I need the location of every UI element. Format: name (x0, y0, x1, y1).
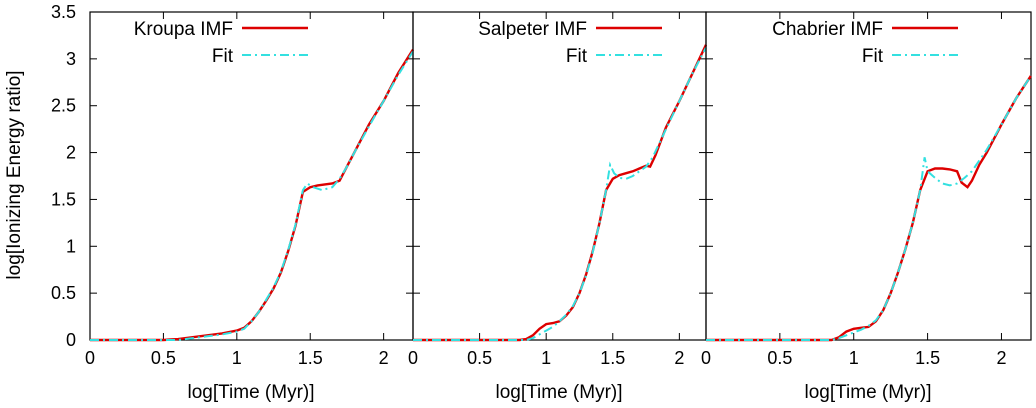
y-tick-label: 2 (66, 143, 76, 163)
x-tick-label: 1.5 (298, 348, 323, 368)
legend-label: Fit (566, 46, 588, 67)
tick-marks (412, 11, 706, 341)
x-tick-label: 1 (232, 348, 242, 368)
panel-salpeter: 0 0.5 1 1.5 2 log[Time (Myr)] Salpeter I… (408, 11, 708, 403)
legend-label: Salpeter IMF (478, 19, 587, 40)
x-tick-labels: 0 0.5 1 1.5 2 (701, 348, 1006, 368)
y-tick-label: 3 (66, 49, 76, 69)
chabrier-fit-line (706, 75, 1032, 341)
legend: Kroupa IMF Fit (134, 19, 308, 67)
salpeter-imf-line (413, 44, 708, 342)
x-tick-label: 2 (674, 348, 684, 368)
panel-chabrier: 0 0.5 1 1.5 2 log[Time (Myr)] Chabrier I… (701, 11, 1033, 403)
x-tick-label: 1 (541, 348, 551, 368)
x-tick-label: 0 (408, 348, 418, 368)
legend-label: Chabrier IMF (772, 19, 883, 40)
x-tick-label: 0.5 (767, 348, 792, 368)
x-tick-label: 1.5 (600, 348, 625, 368)
plot-frame (412, 11, 707, 341)
x-tick-label: 0.5 (151, 348, 176, 368)
y-axis-label: log[Ionizing Energy ratio] (4, 70, 25, 279)
x-tick-label: 2 (379, 348, 389, 368)
x-tick-label: 2 (996, 348, 1006, 368)
x-axis-label: log[Time (Myr)] (495, 382, 622, 403)
legend-label: Fit (862, 46, 884, 67)
legend-label: Fit (212, 46, 234, 67)
x-tick-label: 0.5 (467, 348, 492, 368)
x-axis-label: log[Time (Myr)] (804, 382, 931, 403)
y-tick-label: 2.5 (51, 96, 76, 116)
plot-frame (89, 11, 414, 341)
panel-kroupa: 0 0.5 1 1.5 2 2.5 3 3.5 0 0.5 1 1.5 2 lo… (51, 2, 415, 403)
tick-marks (89, 11, 413, 341)
x-tick-label: 0 (701, 348, 711, 368)
x-tick-label: 1.5 (915, 348, 940, 368)
x-tick-label: 1 (849, 348, 859, 368)
x-axis-label: log[Time (Myr)] (187, 382, 314, 403)
y-tick-label: 1 (66, 236, 76, 256)
x-tick-labels: 0 0.5 1 1.5 2 (85, 348, 389, 368)
legend: Salpeter IMF Fit (478, 19, 662, 67)
salpeter-fit-line (413, 47, 707, 341)
y-tick-label: 0.5 (51, 283, 76, 303)
chabrier-imf-line (706, 75, 1033, 342)
y-tick-label: 0 (66, 330, 76, 350)
y-tick-labels: 0 0.5 1 1.5 2 2.5 3 3.5 (51, 2, 76, 350)
x-tick-labels: 0 0.5 1 1.5 2 (408, 348, 684, 368)
x-tick-label: 0 (85, 348, 95, 368)
kroupa-fit-line (90, 50, 414, 341)
y-tick-label: 1.5 (51, 189, 76, 209)
legend: Chabrier IMF Fit (772, 19, 958, 67)
y-tick-label: 3.5 (51, 2, 76, 22)
plot-frame (705, 11, 1032, 341)
kroupa-imf-line (90, 48, 415, 342)
legend-label: Kroupa IMF (134, 19, 233, 40)
